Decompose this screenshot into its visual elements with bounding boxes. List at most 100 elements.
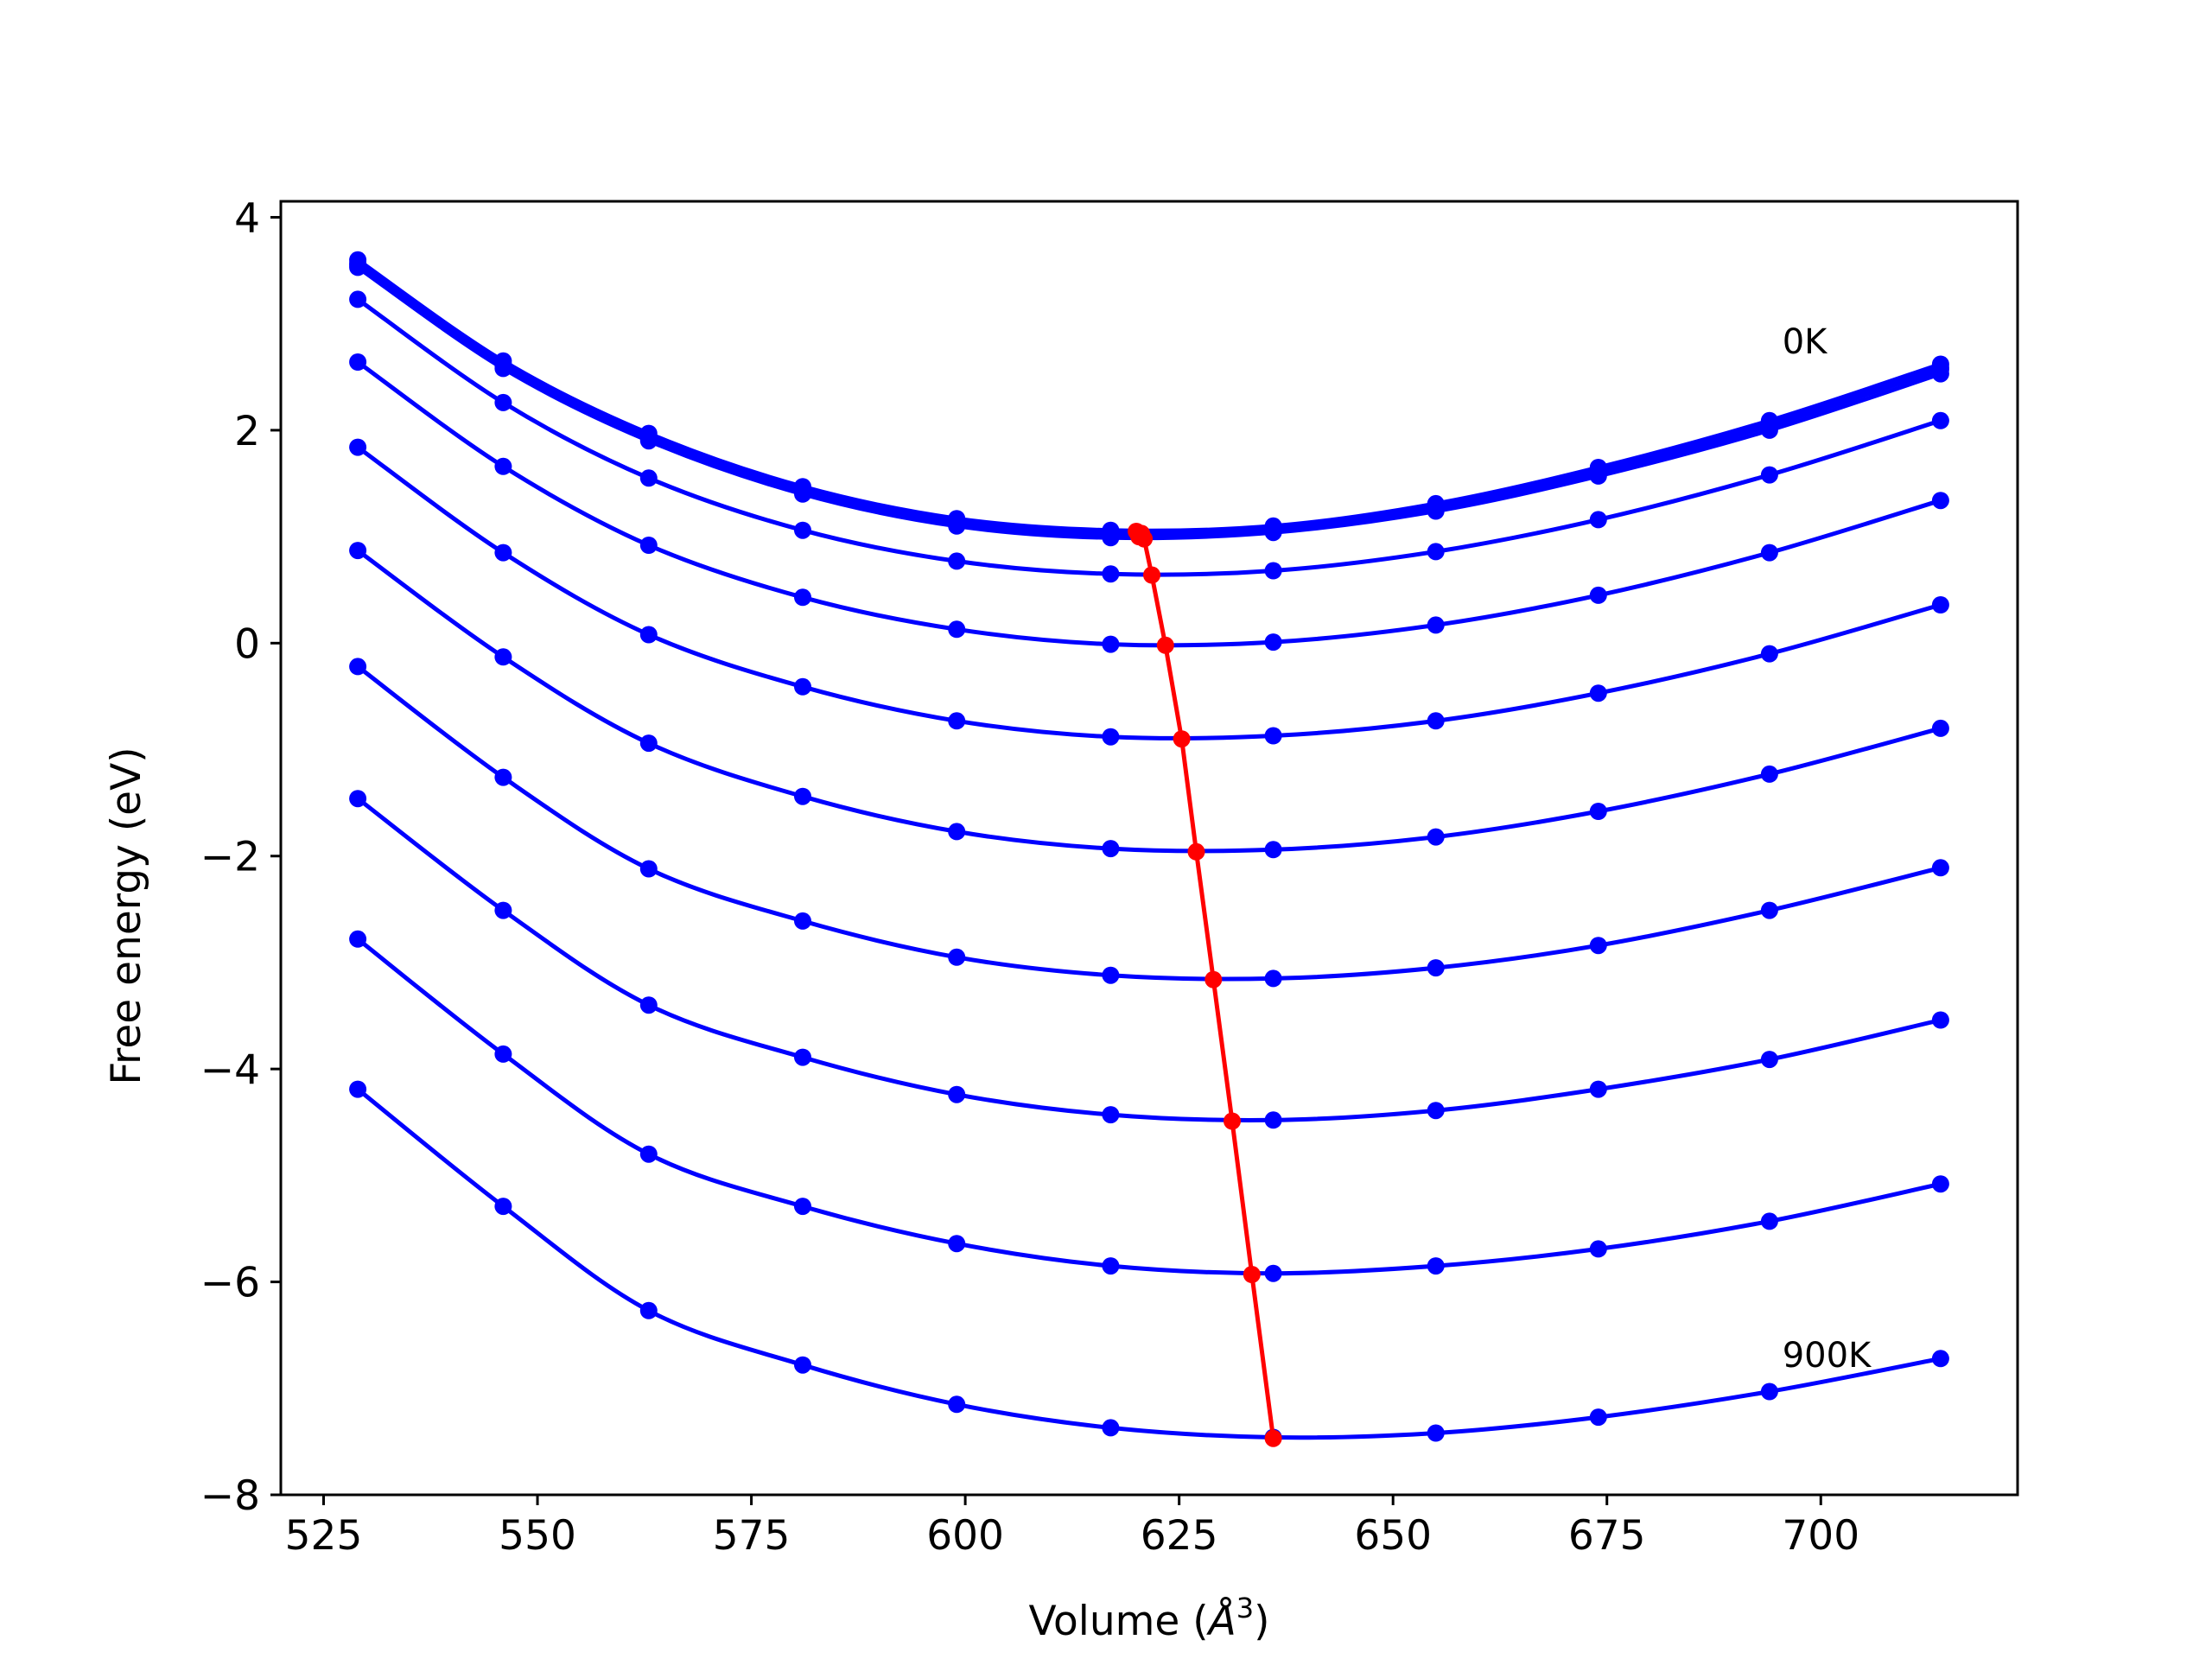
x-axis-label-superscript: 3 [1236, 1592, 1254, 1624]
series-11-point-4 [948, 1395, 966, 1414]
series-9-point-6 [1264, 1111, 1282, 1129]
series-7-point-7 [1427, 828, 1445, 846]
minima-point-3 [1135, 530, 1154, 548]
series-4-point-5 [1102, 565, 1120, 583]
y-tick-label--6: −6 [200, 1260, 260, 1307]
y-tick-label-2: 2 [234, 408, 260, 455]
series-7-point-0 [349, 542, 367, 560]
series-10-point-10 [1931, 1175, 1949, 1193]
series-10-point-6 [1264, 1264, 1282, 1282]
series-7-point-6 [1264, 841, 1282, 859]
minima-point-5 [1156, 636, 1174, 654]
x-tick-label-525: 525 [285, 1512, 363, 1560]
series-8-point-8 [1589, 937, 1607, 955]
x-tick-label-625: 625 [1141, 1512, 1218, 1560]
series-4-point-8 [1589, 511, 1607, 529]
series-5-point-1 [494, 457, 512, 475]
series-8-point-0 [349, 658, 367, 676]
series-7-point-1 [494, 648, 512, 666]
x-axis-ticks: 525 550 575 600 625 650 675 700 [285, 1495, 1859, 1560]
series-points [349, 251, 1949, 1446]
y-tick-label--8: −8 [200, 1472, 260, 1520]
series-4-point-10 [1931, 411, 1949, 429]
minima-point-10 [1243, 1266, 1261, 1283]
series-11-point-10 [1931, 1350, 1949, 1368]
series-11-point-7 [1427, 1424, 1445, 1442]
series-3-point-0 [349, 258, 367, 276]
series-7-point-10 [1931, 719, 1949, 737]
series-5-point-3 [794, 588, 811, 607]
series-3-point-2 [639, 432, 658, 450]
series-6-point-0 [349, 438, 367, 456]
series-9-point-3 [794, 1048, 811, 1066]
minima-point-6 [1173, 730, 1191, 748]
series-8-point-7 [1427, 959, 1445, 977]
y-tick-label-0: 0 [234, 620, 260, 668]
series-3-point-4 [948, 517, 966, 535]
series-8-point-1 [494, 768, 512, 786]
series-7-point-2 [639, 734, 658, 753]
series-6-point-9 [1760, 645, 1778, 663]
series-10-point-5 [1102, 1257, 1120, 1275]
x-tick-label-650: 650 [1354, 1512, 1432, 1560]
series-6-point-7 [1427, 712, 1445, 730]
annotations: 0K 900K [1783, 322, 1872, 1376]
series-8-point-6 [1264, 969, 1282, 988]
series-7-point-3 [794, 787, 811, 805]
series-5-point-4 [948, 620, 966, 639]
series-9-point-1 [494, 901, 512, 919]
series-8-point-5 [1102, 966, 1120, 984]
series-5-point-6 [1264, 633, 1282, 652]
series-11-point-9 [1760, 1382, 1778, 1401]
series-9-point-2 [639, 996, 658, 1014]
series-6-point-8 [1589, 684, 1607, 702]
series-9-point-0 [349, 790, 367, 808]
series-9-point-10 [1931, 1011, 1949, 1029]
series-3-point-1 [494, 359, 512, 378]
series-11-point-3 [794, 1356, 811, 1374]
x-tick-label-600: 600 [926, 1512, 1004, 1560]
series-4-point-0 [349, 290, 367, 308]
series-4-point-1 [494, 393, 512, 411]
series-4-point-2 [639, 469, 658, 487]
series-7-point-5 [1102, 840, 1120, 858]
x-tick-label-700: 700 [1782, 1512, 1859, 1560]
series-5-point-7 [1427, 616, 1445, 634]
series-4-point-6 [1264, 562, 1282, 580]
y-tick-label-4: 4 [234, 194, 260, 242]
x-axis-label-close: ) [1254, 1598, 1269, 1645]
series-10-point-7 [1427, 1257, 1445, 1275]
annotation-1: 900K [1783, 1336, 1872, 1376]
series-4-point-3 [794, 521, 811, 539]
series-10-point-3 [794, 1198, 811, 1216]
x-tick-label-675: 675 [1568, 1512, 1646, 1560]
series-9-point-8 [1589, 1080, 1607, 1098]
series-5-point-9 [1760, 543, 1778, 562]
series-3-point-7 [1427, 502, 1445, 520]
series-10-point-0 [349, 930, 367, 948]
series-3-point-5 [1102, 529, 1120, 547]
series-10-point-8 [1589, 1240, 1607, 1258]
y-tick-label--4: −4 [200, 1046, 260, 1094]
series-11-point-0 [349, 1080, 367, 1098]
series-3-point-8 [1589, 467, 1607, 485]
series-6-point-5 [1102, 728, 1120, 746]
series-6-point-6 [1264, 727, 1282, 745]
series-8-point-9 [1760, 901, 1778, 919]
series-9-point-4 [948, 1085, 966, 1103]
y-axis-ticks: −8 −6 −4 −2 0 2 4 [200, 194, 281, 1520]
series-10-point-2 [639, 1145, 658, 1163]
series-10-point-1 [494, 1045, 512, 1063]
series-9-point-7 [1427, 1102, 1445, 1120]
series-11-point-2 [639, 1301, 658, 1319]
series-10-point-4 [948, 1235, 966, 1253]
series-5-point-5 [1102, 635, 1120, 653]
series-6-point-1 [494, 543, 512, 562]
series-9-point-9 [1760, 1051, 1778, 1069]
series-8-point-4 [948, 948, 966, 966]
series-8-point-10 [1931, 859, 1949, 877]
minima-point-11 [1264, 1429, 1282, 1447]
series-7-point-9 [1760, 765, 1778, 783]
minima-point-9 [1224, 1112, 1241, 1130]
series-3-point-3 [794, 485, 811, 503]
